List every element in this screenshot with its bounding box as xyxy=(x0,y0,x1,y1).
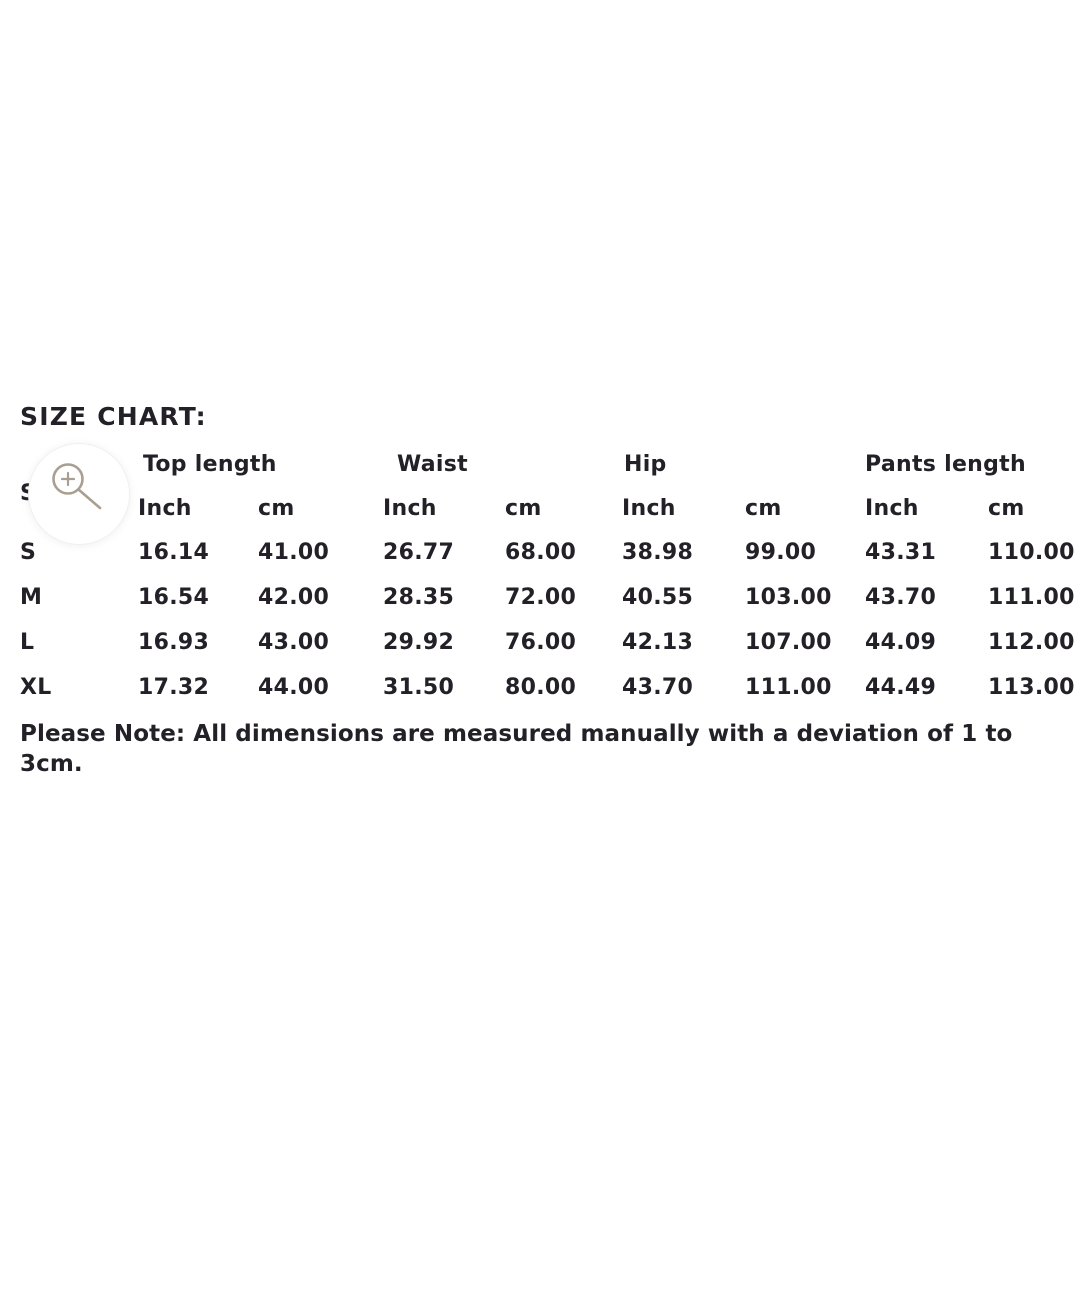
column-group-waist: Waist xyxy=(397,452,468,477)
unit-header: cm xyxy=(988,496,1025,521)
unit-header: Inch xyxy=(622,496,676,521)
value-cell: 72.00 xyxy=(505,585,577,610)
value-cell: 99.00 xyxy=(745,540,817,565)
value-cell: 16.54 xyxy=(138,585,210,610)
value-cell: 16.14 xyxy=(138,540,210,565)
size-chart-title: SIZE CHART: xyxy=(20,402,207,431)
value-cell: 111.00 xyxy=(745,675,832,700)
unit-header: cm xyxy=(258,496,295,521)
unit-header: Inch xyxy=(138,496,192,521)
column-group-pants-length: Pants length xyxy=(865,452,1026,477)
value-cell: 41.00 xyxy=(258,540,330,565)
size-cell: M xyxy=(20,585,43,610)
value-cell: 76.00 xyxy=(505,630,577,655)
value-cell: 111.00 xyxy=(988,585,1075,610)
table-body: S 16.14 41.00 26.77 68.00 38.98 99.00 43… xyxy=(20,538,1075,718)
value-cell: 113.00 xyxy=(988,675,1075,700)
size-cell: L xyxy=(20,630,35,655)
value-cell: 38.98 xyxy=(622,540,694,565)
value-cell: 16.93 xyxy=(138,630,210,655)
table-group-header-row: Top length Waist Hip Pants length xyxy=(20,452,1062,478)
value-cell: 31.50 xyxy=(383,675,455,700)
value-cell: 44.09 xyxy=(865,630,937,655)
value-cell: 68.00 xyxy=(505,540,577,565)
value-cell: 107.00 xyxy=(745,630,832,655)
image-zoom-button[interactable] xyxy=(28,443,130,545)
value-cell: 42.00 xyxy=(258,585,330,610)
unit-header: Inch xyxy=(865,496,919,521)
value-cell: 43.00 xyxy=(258,630,330,655)
table-row-l: L 16.93 43.00 29.92 76.00 42.13 107.00 4… xyxy=(20,628,1075,673)
value-cell: 44.00 xyxy=(258,675,330,700)
value-cell: 110.00 xyxy=(988,540,1075,565)
unit-header: cm xyxy=(745,496,782,521)
table-row-s: S 16.14 41.00 26.77 68.00 38.98 99.00 43… xyxy=(20,538,1075,583)
value-cell: 80.00 xyxy=(505,675,577,700)
value-cell: 43.70 xyxy=(865,585,937,610)
size-cell: S xyxy=(20,540,37,565)
measurement-note: Please Note: All dimensions are measured… xyxy=(20,721,1013,777)
value-cell: 17.32 xyxy=(138,675,210,700)
unit-header: Inch xyxy=(383,496,437,521)
value-cell: 112.00 xyxy=(988,630,1075,655)
table-row-m: M 16.54 42.00 28.35 72.00 40.55 103.00 4… xyxy=(20,583,1075,628)
value-cell: 43.31 xyxy=(865,540,937,565)
value-cell: 40.55 xyxy=(622,585,694,610)
size-cell: XL xyxy=(20,675,52,700)
value-cell: 44.49 xyxy=(865,675,937,700)
column-group-hip: Hip xyxy=(624,452,667,477)
value-cell: 28.35 xyxy=(383,585,455,610)
value-cell: 26.77 xyxy=(383,540,455,565)
value-cell: 103.00 xyxy=(745,585,832,610)
value-cell: 29.92 xyxy=(383,630,455,655)
zoom-in-magnifier-icon xyxy=(40,455,118,533)
table-row-xl: XL 17.32 44.00 31.50 80.00 43.70 111.00 … xyxy=(20,673,1075,718)
column-group-top-length: Top length xyxy=(143,452,277,477)
table-units-header-row: Inch cm Inch cm Inch cm Inch cm xyxy=(20,496,1062,522)
unit-header: cm xyxy=(505,496,542,521)
value-cell: 43.70 xyxy=(622,675,694,700)
value-cell: 42.13 xyxy=(622,630,694,655)
